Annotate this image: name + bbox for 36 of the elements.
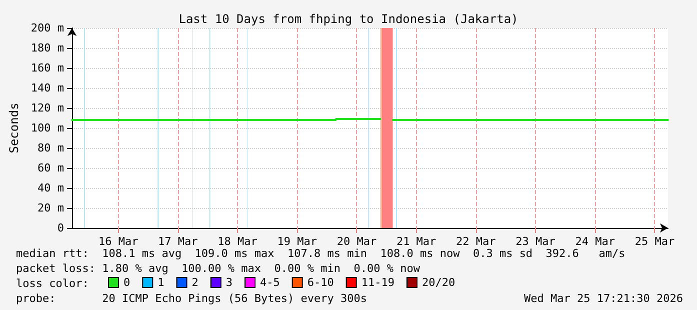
chart-title: Last 10 Days from fhping to Indonesia (Jakarta) — [178, 12, 518, 26]
x-tick-label: 17 Mar — [158, 235, 198, 248]
x-tick-label: 18 Mar — [218, 235, 258, 248]
text: Wed Mar 25 17:21:30 2026 — [524, 292, 684, 305]
y-axis-title: Seconds — [7, 102, 21, 154]
text: probe: 20 ICMP Echo Pings (56 Bytes) every 300s — [16, 292, 367, 305]
y-tick-label: 160 m — [30, 62, 64, 74]
legend-label: 1 — [158, 276, 164, 289]
legend-label: 3 — [226, 276, 232, 289]
y-tick-label: 200 m — [30, 22, 64, 34]
legend-title: loss color: — [16, 277, 89, 290]
y-tick-label: 20 m — [38, 202, 64, 214]
y-tick-label: 40 m — [38, 182, 64, 194]
y-tick-label: 180 m — [30, 42, 64, 54]
legend-label: 11-19 — [361, 276, 394, 289]
legend-label: 4-5 — [260, 276, 280, 289]
y-tick-label: 100 m — [30, 122, 64, 134]
legend-label: 2 — [192, 276, 198, 289]
y-tick-label: 60 m — [38, 162, 64, 174]
y-tick-label: 0 — [57, 222, 64, 234]
legend-label: 6-10 — [307, 276, 334, 289]
x-tick-label: 19 Mar — [277, 235, 318, 248]
x-tick-label: 25 Mar — [634, 235, 675, 248]
x-tick-label: 20 Mar — [336, 235, 377, 248]
y-tick-label: 140 m — [30, 82, 64, 94]
x-tick-label: 24 Mar — [575, 235, 616, 248]
legend-label: 0 — [124, 276, 130, 289]
y-tick-label: 120 m — [30, 102, 64, 114]
x-tick-label: 22 Mar — [456, 235, 496, 248]
legend-label: 20/20 — [422, 276, 456, 289]
text: packet loss: 1.80 % avg 100.00 % max 0.00 % min 0.00 % now — [16, 262, 420, 275]
y-tick-label: 80 m — [38, 142, 64, 154]
x-tick-label: 16 Mar — [98, 235, 139, 248]
x-tick-label: 23 Mar — [516, 235, 556, 248]
x-tick-label: 21 Mar — [396, 235, 437, 248]
text: median rtt: 108.1 ms avg 109.0 ms max 107.8 ms min 108.0 ms now 0.3 ms sd 392.6 am/s — [16, 247, 626, 260]
